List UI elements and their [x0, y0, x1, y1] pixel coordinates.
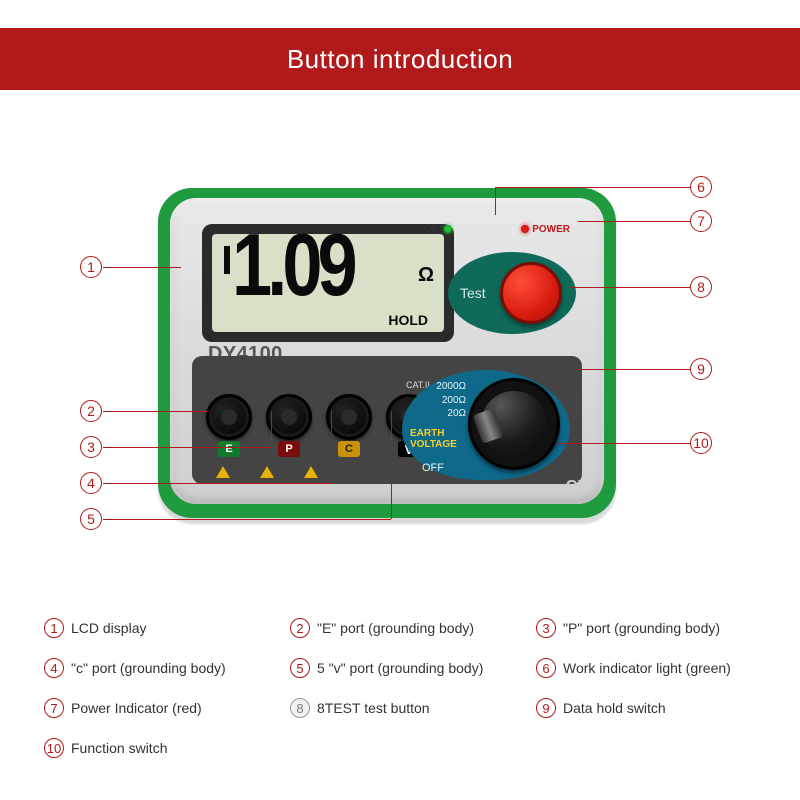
status-area: OK POWER — [424, 218, 570, 246]
warning-icons — [216, 466, 318, 478]
legend-row: 6 Work indicator light (green) — [536, 658, 756, 678]
lcd-bar-icon — [224, 246, 230, 274]
legend-row: 10 Function switch — [44, 738, 264, 758]
test-pad: Test — [448, 252, 576, 334]
legend-text: Power Indicator (red) — [71, 700, 202, 716]
ok-text: OK — [424, 224, 438, 235]
callout-line — [558, 443, 690, 444]
callout-3: 3 — [80, 436, 102, 458]
legend-text: "c" port (grounding body) — [71, 660, 226, 676]
dial-200: 200Ω — [416, 394, 466, 408]
lcd-display: 1.09 Ω HOLD — [212, 234, 444, 332]
warning-icon — [216, 466, 230, 478]
page-title: Button introduction — [287, 44, 513, 75]
lcd-hold-indicator: HOLD — [388, 312, 428, 328]
port-c[interactable]: C — [326, 394, 372, 440]
callout-line — [391, 411, 392, 519]
callout-9: 9 — [690, 358, 712, 380]
warning-icon — [304, 466, 318, 478]
port-p-label: P — [278, 441, 300, 457]
legend-num: 9 — [536, 698, 556, 718]
callout-1: 1 — [80, 256, 102, 278]
ok-led-icon — [444, 225, 452, 233]
legend-num: 8 — [290, 698, 310, 718]
dial-pad: 2000Ω 200Ω 20Ω EARTH VOLTAGE OFF — [402, 370, 570, 480]
lcd-reading: 1.09 — [232, 214, 353, 316]
dial-off: OFF — [422, 462, 444, 474]
lcd-unit: Ω — [418, 264, 434, 287]
callout-5: 5 — [80, 508, 102, 530]
legend-text: LCD display — [71, 620, 146, 636]
legend-text: Function switch — [71, 740, 167, 756]
device: 1.09 Ω HOLD OK POWER Test DY4100 DIGITAL… — [158, 188, 616, 518]
device-face: 1.09 Ω HOLD OK POWER Test DY4100 DIGITAL… — [170, 198, 604, 504]
legend-row: 9 Data hold switch — [536, 698, 756, 718]
legend-num: 2 — [290, 618, 310, 638]
legend-row: 8 8TEST test button — [290, 698, 510, 718]
legend-row: 2 "E" port (grounding body) — [290, 618, 510, 638]
callout-line — [331, 411, 332, 483]
legend-text: 8TEST test button — [317, 700, 430, 716]
legend-num: 7 — [44, 698, 64, 718]
test-label: Test — [460, 285, 486, 301]
callout-line — [578, 221, 690, 222]
legend-row: 7 Power Indicator (red) — [44, 698, 264, 718]
callout-line — [103, 267, 181, 268]
dial-earth-voltage: EARTH VOLTAGE — [410, 428, 457, 450]
legend-text: Work indicator light (green) — [563, 660, 731, 676]
test-button[interactable] — [500, 262, 562, 324]
legend-row: 1 LCD display — [44, 618, 264, 638]
legend-num: 3 — [536, 618, 556, 638]
warning-icon — [260, 466, 274, 478]
callout-10: 10 — [690, 432, 712, 454]
legend-num: 5 — [290, 658, 310, 678]
ok-label: OK — [424, 224, 452, 235]
callout-8: 8 — [690, 276, 712, 298]
dial-20: 20Ω — [416, 407, 466, 421]
power-label: POWER — [518, 224, 570, 235]
ports-row: CAT.II Max 30V E P C V — [206, 394, 432, 440]
legend: 1LCD display 2"E" port (grounding body) … — [44, 618, 756, 758]
rotary-knob[interactable] — [468, 378, 560, 470]
callout-line — [103, 447, 271, 448]
callout-line — [103, 519, 391, 520]
legend-num: 6 — [536, 658, 556, 678]
callout-line — [103, 483, 331, 484]
legend-row: 4 "c" port (grounding body) — [44, 658, 264, 678]
callout-2: 2 — [80, 400, 102, 422]
callout-line — [495, 187, 690, 188]
lcd-frame: 1.09 Ω HOLD — [202, 224, 454, 342]
callout-line — [103, 411, 209, 412]
dial-2000: 2000Ω — [416, 380, 466, 394]
legend-num: 1 — [44, 618, 64, 638]
legend-num: 10 — [44, 738, 64, 758]
power-led-icon — [521, 225, 529, 233]
callout-line — [271, 411, 272, 447]
legend-row: 3 "P" port (grounding body) — [536, 618, 756, 638]
legend-row: 5 5 "v" port (grounding body) — [290, 658, 510, 678]
callout-line — [495, 187, 496, 215]
port-e-label: E — [218, 441, 240, 457]
legend-text: "E" port (grounding body) — [317, 620, 474, 636]
callout-line — [570, 287, 690, 288]
callout-4: 4 — [80, 472, 102, 494]
legend-num: 4 — [44, 658, 64, 678]
port-e[interactable]: E — [206, 394, 252, 440]
legend-text: Data hold switch — [563, 700, 666, 716]
legend-text: 5 "v" port (grounding body) — [317, 660, 483, 676]
callout-line — [578, 369, 690, 370]
dial-scale: 2000Ω 200Ω 20Ω — [416, 380, 466, 421]
header-band: Button introduction — [0, 28, 800, 90]
power-text: POWER — [532, 224, 570, 235]
port-p[interactable]: P — [266, 394, 312, 440]
legend-text: "P" port (grounding body) — [563, 620, 720, 636]
port-c-label: C — [338, 441, 360, 457]
ce-mark: CE — [566, 478, 588, 496]
callout-6: 6 — [690, 176, 712, 198]
callout-7: 7 — [690, 210, 712, 232]
